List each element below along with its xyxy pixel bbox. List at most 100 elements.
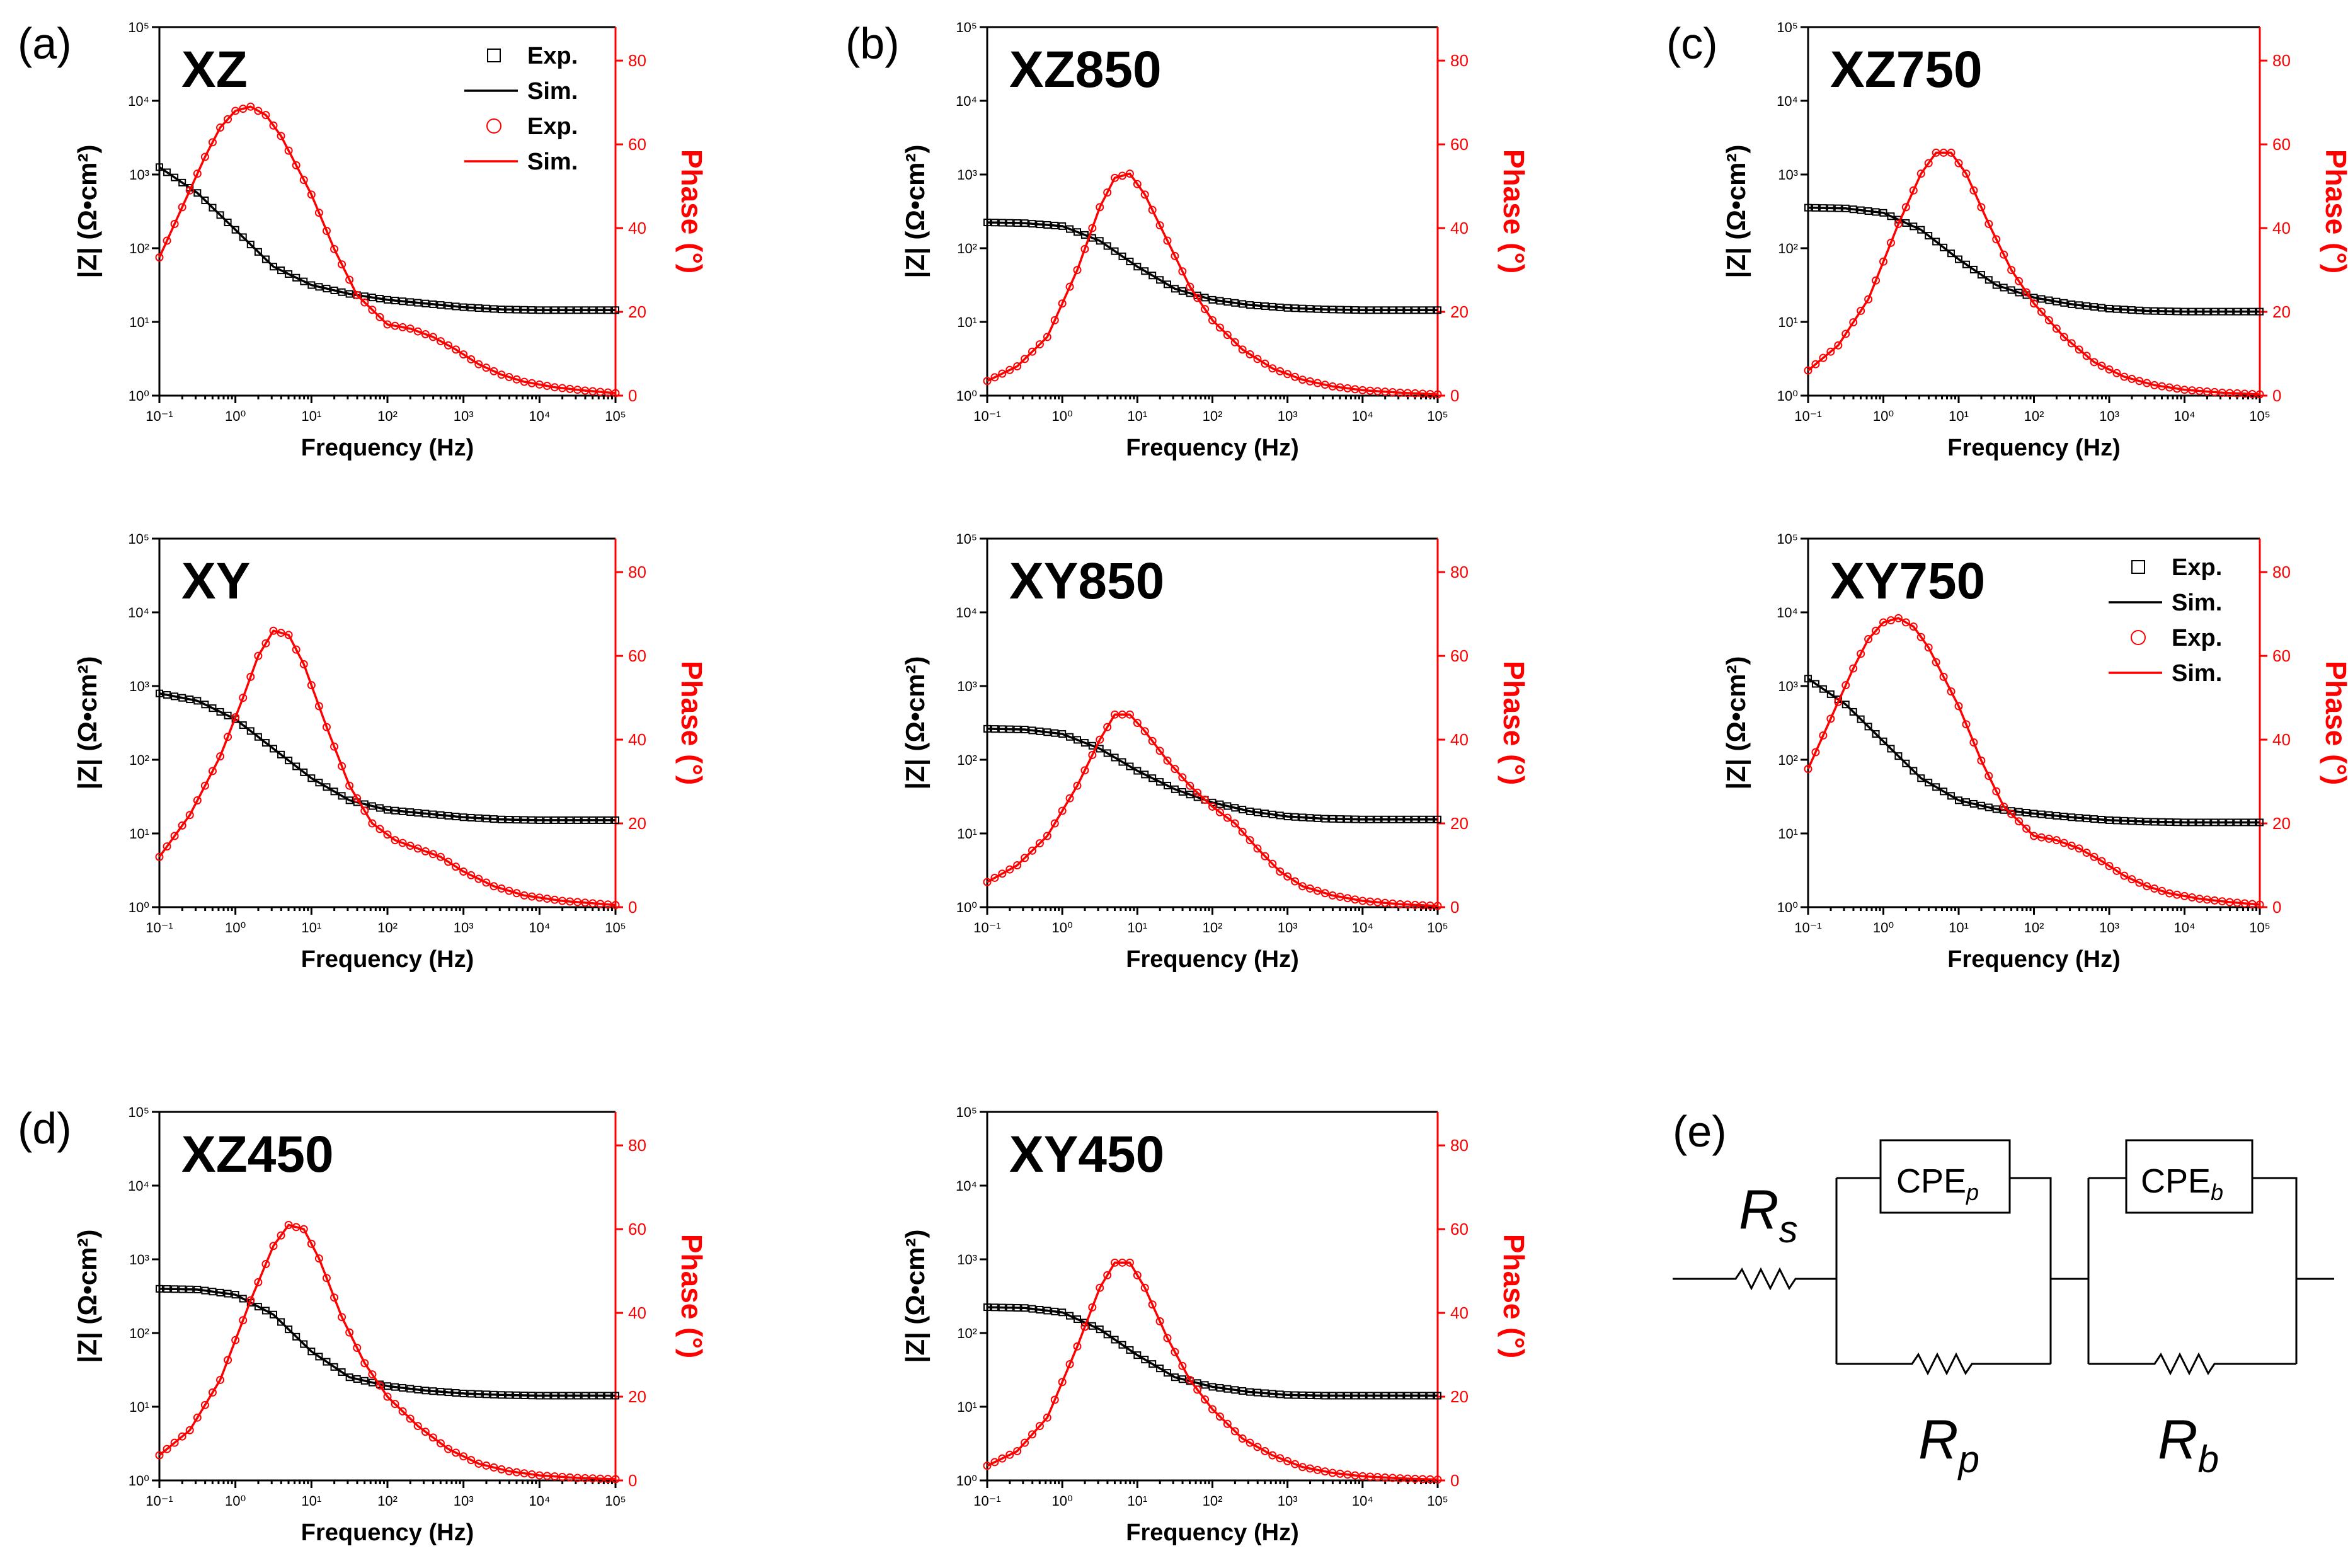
phase-exp-point: [2067, 842, 2076, 850]
impedance-exp-point: [421, 299, 430, 307]
impedance-exp-point: [406, 808, 415, 816]
y2-tick-label: 20: [1450, 302, 1469, 321]
impedance-exp-point: [2226, 818, 2234, 827]
impedance-exp-point: [467, 304, 475, 312]
impedance-exp-point: [1404, 1392, 1412, 1400]
phase-exp-point: [1261, 1446, 1269, 1455]
phase-exp-point: [200, 1400, 209, 1409]
phase-exp-point: [338, 260, 346, 269]
phase-exp-point: [1065, 1360, 1074, 1369]
impedance-exp-point: [1088, 741, 1096, 750]
x-tick-label: 10²: [2024, 408, 2044, 424]
impedance-exp-point: [1932, 237, 1940, 246]
phase-exp-point: [452, 862, 461, 871]
phase-exp-point: [1005, 1450, 1014, 1459]
phase-exp-point: [566, 384, 575, 393]
panel-letter: (c): [1666, 19, 1718, 68]
impedance-exp-point: [2053, 297, 2061, 306]
phase-sim-line: [987, 172, 1438, 396]
phase-exp-point: [1886, 238, 1895, 247]
y-tick-label: 10²: [1778, 241, 1798, 256]
phase-exp-point: [322, 1274, 331, 1283]
x-tick-label: 10⁰: [225, 408, 246, 424]
impedance-exp-point: [429, 1387, 437, 1395]
phase-exp-point: [558, 384, 567, 392]
phase-exp-point: [1230, 1427, 1239, 1436]
phase-exp-point: [2112, 369, 2121, 377]
phase-exp-point: [391, 1400, 399, 1409]
impedance-exp-point: [193, 697, 202, 705]
impedance-exp-point: [1925, 232, 1933, 240]
panel-letter-e: (e): [1673, 1107, 1727, 1156]
phase-exp-point: [2037, 307, 2046, 316]
impedance-exp-point: [513, 1391, 521, 1399]
cpe-b-box: [2125, 1139, 2254, 1214]
panel-title: XY750: [1830, 552, 1985, 610]
phase-exp-point: [345, 781, 354, 790]
x-tick-label: 10³: [1278, 408, 1298, 424]
impedance-exp-point: [414, 1385, 422, 1393]
phase-exp-point: [1103, 723, 1112, 731]
phase-exp-point: [406, 324, 415, 333]
phase-exp-point: [452, 1448, 461, 1457]
phase-exp-point: [1947, 148, 1956, 157]
x-tick-label: 10⁵: [605, 1493, 626, 1509]
y2-tick-label: 40: [628, 1303, 646, 1322]
impedance-exp-point: [1216, 297, 1224, 305]
phase-exp-point: [1246, 836, 1254, 845]
phase-exp-point: [535, 380, 544, 389]
y-tick-label: 10⁵: [1777, 20, 1798, 35]
impedance-exp-point: [498, 1391, 505, 1399]
impedance-exp-point: [239, 1295, 247, 1303]
impedance-exp-point: [1231, 1386, 1239, 1394]
y2-tick-label: 20: [628, 302, 646, 321]
impedance-exp-point: [1171, 785, 1179, 793]
impedance-exp-point: [1111, 753, 1119, 762]
phase-exp-point: [1276, 867, 1285, 876]
phase-exp-point: [596, 900, 605, 908]
impedance-exp-point: [1940, 787, 1948, 796]
phase-exp-point: [1178, 773, 1187, 782]
y2-tick-label: 60: [2272, 135, 2291, 154]
impedance-exp-point: [1103, 1331, 1111, 1339]
x-tick-label: 10¹: [1127, 920, 1147, 936]
phase-exp-point: [406, 1414, 415, 1423]
impedance-exp-point: [2120, 816, 2128, 825]
phase-exp-point: [307, 190, 316, 199]
phase-exp-point: [1028, 1430, 1036, 1439]
y2-tick-label: 80: [628, 1136, 646, 1155]
impedance-exp-point: [490, 815, 498, 823]
x-tick-label: 10⁻¹: [146, 1493, 173, 1509]
phase-exp-point: [990, 373, 999, 382]
impedance-exp-point: [1366, 815, 1374, 823]
impedance-exp-point: [520, 1391, 529, 1399]
y-tick-label: 10²: [957, 1325, 977, 1341]
phase-exp-point: [535, 893, 544, 902]
impedance-exp-point: [1329, 1392, 1337, 1400]
impedance-exp-point: [330, 787, 338, 796]
y2-tick-label: 20: [2272, 302, 2291, 321]
chart-panel-3: 10⁻¹ 10⁰ 10¹ 10² 10³ 10⁴ 10⁵ 10⁰ 10¹ 10² 10³ 10⁴ 10⁵…: [1666, 19, 2348, 461]
phase-exp-point: [216, 123, 225, 132]
phase-exp-point: [292, 645, 301, 654]
phase-exp-point: [1328, 1468, 1337, 1477]
impedance-exp-point: [2083, 302, 2091, 310]
impedance-exp-point: [429, 810, 437, 818]
phase-exp-point: [2105, 862, 2114, 871]
impedance-exp-point: [528, 816, 536, 824]
impedance-exp-point: [2158, 818, 2166, 826]
impedance-exp-point: [2218, 307, 2226, 316]
y-tick-label: 10²: [129, 241, 149, 256]
phase-exp-point: [254, 651, 263, 660]
y2-tick-label: 0: [1450, 386, 1459, 405]
x-tick-label: 10⁴: [529, 408, 550, 424]
impedance-exp-point: [1141, 267, 1149, 275]
phase-exp-point: [1894, 614, 1903, 622]
phase-exp-point: [1253, 355, 1262, 363]
impedance-exp-point: [1306, 814, 1314, 822]
y-axis-label: |Z| (Ω•cm²): [900, 145, 931, 278]
phase-exp-point: [1133, 180, 1142, 188]
impedance-exp-point: [1358, 815, 1366, 823]
impedance-exp-point: [1246, 1388, 1254, 1396]
phase-exp-point: [330, 244, 339, 253]
